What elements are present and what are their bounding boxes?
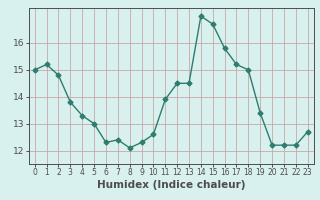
X-axis label: Humidex (Indice chaleur): Humidex (Indice chaleur) — [97, 180, 245, 190]
